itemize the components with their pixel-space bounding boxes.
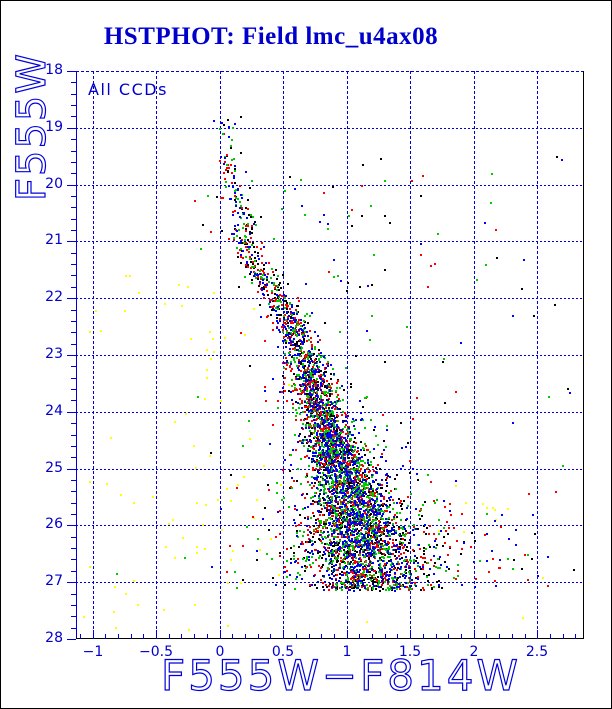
y-tick-label: 27 [45,573,63,589]
x-tick-label: 1.5 [398,644,422,660]
y-tick-label: 19 [45,119,63,135]
x-tick-label: 2.5 [525,644,549,660]
y-tick-label: 20 [45,176,63,192]
points-ccd-2 [194,133,557,591]
x-tick-label: −0.5 [139,644,173,660]
ccd-annotation: All CCDs [88,80,168,99]
x-tick-label: 0.5 [271,644,295,660]
chart-title: HSTPHOT: Field lmc_u4ax08 [103,23,439,50]
y-tick-label: 28 [45,630,63,646]
y-tick-label: 25 [45,460,63,476]
x-tick-label: −1 [82,644,104,660]
y-tick-label: 26 [45,516,63,532]
y-tick-label: 18 [45,62,63,78]
x-tick-label: 2 [469,644,479,660]
y-tick-label: 21 [45,232,63,248]
x-axis-label: F555W−F814W [160,650,521,700]
points-ccd-4 [211,120,571,592]
y-tick-label: 22 [45,289,63,305]
x-tick-label: 1 [342,644,352,660]
points-ccd-1 [202,116,575,592]
y-tick-label: 23 [45,346,63,362]
x-tick-label: 0 [215,644,225,660]
y-tick-label: 24 [45,403,63,419]
